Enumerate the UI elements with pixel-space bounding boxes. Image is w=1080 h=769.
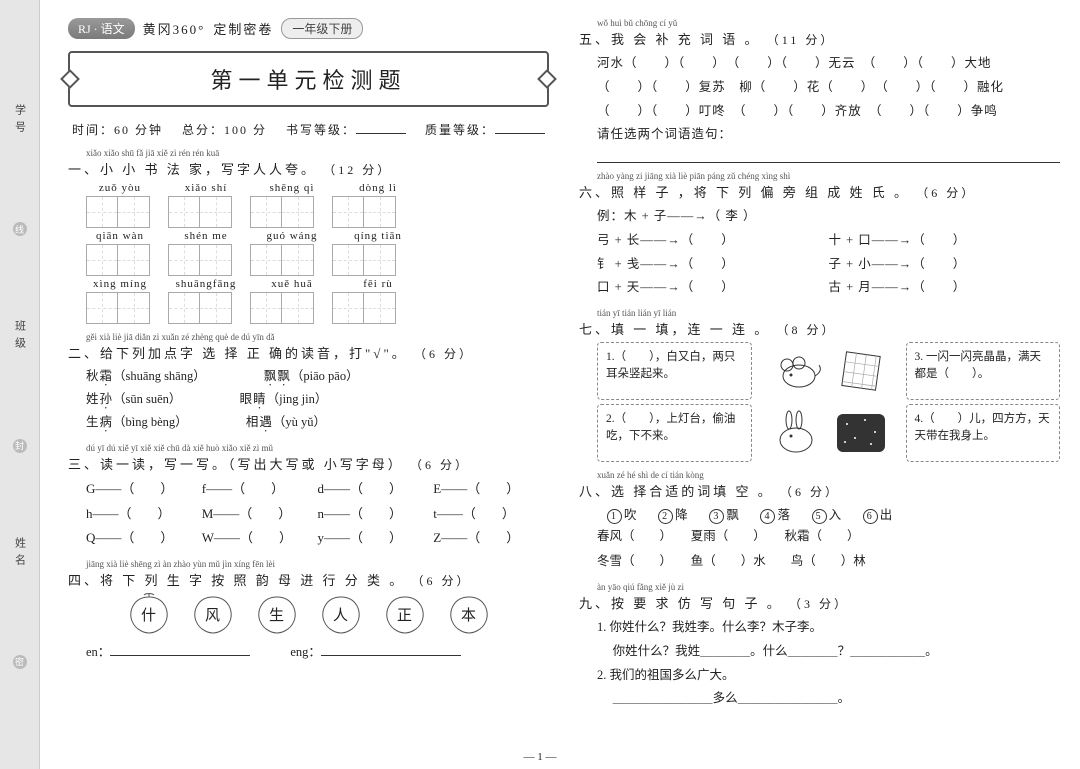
tab-dot-line: 线 <box>13 222 27 236</box>
binding-tab-column: 学号 线 班级 封 姓名 密 <box>0 0 40 769</box>
peach-row: 什 风 生 人 正 本 <box>68 593 549 635</box>
q7-cell-4[interactable]: 4.（ ）儿，四方方，天天带在我身上。 <box>906 404 1061 462</box>
q1-labels-1: zuǒ yòu xiǎo shí shēng qì dòng lì <box>86 182 549 194</box>
mouse-icon <box>769 344 823 398</box>
writing-label: 书写等级： <box>286 123 356 137</box>
q5-r1[interactable]: 河水（ ）（ ） （ ）（ ）无云 （ ）（ ）大地 <box>597 52 1060 76</box>
q9-body: 1. 你姓什么？我姓李。什么李？木子李。 你姓什么？我姓＿＿＿＿。什么＿＿＿＿？… <box>597 616 1060 711</box>
grade-pill: 一年级下册 <box>281 18 363 39</box>
meta-line: 时间：60 分钟 总分：100 分 书写等级： 质量等级： <box>68 121 549 138</box>
peach-2: 风 <box>188 593 238 635</box>
q3-pinyin: dú yī dú xiě yī xiě xiě chū dà xiě huò x… <box>86 443 549 453</box>
tab-name: 姓名 <box>10 529 30 579</box>
peach-4: 人 <box>316 593 366 635</box>
q6-pinyin: zhào yàng zi jiāng xià liè piān páng zǔ … <box>597 171 1060 181</box>
score-label: 总分：100 分 <box>182 123 267 137</box>
q5: wǒ huì bǔ chōng cí yǔ 五、我 会 补 充 词 语 。 （1… <box>579 18 1060 163</box>
q6-split: 弓 + 长——→（ ） 钅 + 戋——→（ ） 口 + 天——→（ ） 十 + … <box>597 229 1060 300</box>
q6-title: 六、照 样 子 ，将 下 列 偏 旁 组 成 姓 氏 。 （6 分） <box>579 182 1060 201</box>
peach-6: 本 <box>444 593 494 635</box>
q7-pinyin: tián yī tián lián yī lián <box>597 308 1060 318</box>
tab-dot-secret: 密 <box>13 655 27 669</box>
rabbit-icon <box>769 406 823 460</box>
q7-cell-2[interactable]: 2.（ ），上灯台，偷油吃，下不来。 <box>597 404 752 462</box>
quality-blank[interactable] <box>495 122 545 134</box>
q2-row-2: 姓孙（sūn suēn） 眼睛（jing jin） <box>86 389 549 412</box>
q5-pinyin: wǒ huì bǔ chōng cí yǔ <box>597 18 1060 28</box>
peach-3: 生 <box>252 593 302 635</box>
q7-row2: 2.（ ），上灯台，偷油吃，下不来。 4.（ ）儿，四方方，天天带在我身上。 <box>597 404 1060 462</box>
q9: àn yāo qiú fǎng xiě jù zi 九、按 要 求 仿 写 句 … <box>579 582 1060 711</box>
series-pill: RJ · 语文 <box>68 18 135 39</box>
page-body: RJ · 语文 黄冈360° 定制密卷 一年级下册 第一单元检测题 时间：60 … <box>40 0 1080 769</box>
q1-title: 一、小 小 书 法 家，写字人人夸。 （12 分） <box>68 159 549 178</box>
q4-pinyin: jiāng xià liè shēng zì àn zhào yùn mǔ jì… <box>86 559 549 569</box>
q1-labels-2: qiān wàn shén me guó wáng qíng tiān <box>86 230 549 242</box>
q6: zhào yàng zi jiāng xià liè piān páng zǔ … <box>579 171 1060 300</box>
page-number: — 1 — <box>524 751 557 763</box>
q3-letters: G——（ ） f——（ ） d——（ ） E——（ ） h——（ ） M——（ … <box>86 477 549 551</box>
q1: xiǎo xiǎo shū fǎ jiā xiě zì rén rén kuā … <box>68 148 549 324</box>
q7-images-bottom <box>764 404 894 462</box>
q2-title: 二、给下列加点字 选 择 正 确的读音，打"√"。 （6 分） <box>68 343 549 362</box>
q2-row-1: 秋霜（shuāng shāng） 飘飘（piāo pāo） <box>86 366 549 389</box>
q7: tián yī tián lián yī lián 七、填 一 填，连 一 连 … <box>579 308 1060 462</box>
eng-blank[interactable] <box>321 644 461 656</box>
q2: gěi xià liè jiā diǎn zì xuǎn zé zhèng qu… <box>68 332 549 435</box>
q2-row-3: 生病（bìng bèng） 相遇（yù yǔ） <box>86 412 549 435</box>
q5-title: 五、我 会 补 充 词 语 。 （11 分） <box>579 29 1060 48</box>
en-blank[interactable] <box>110 644 250 656</box>
peach-1: 什 <box>124 593 174 635</box>
q8-title: 八、选 择合适的词填 空 。 （6 分） <box>579 481 1060 500</box>
q8-r2[interactable]: 冬雪（ ） 鱼（ ）水 鸟（ ）林 <box>597 549 1060 574</box>
star-sky-icon <box>834 406 888 460</box>
q1-grid-3 <box>86 292 549 324</box>
q4-title: 四、将 下 列 生 字 按 照 韵 母 进 行 分 类 。 （6 分） <box>68 570 549 589</box>
q3-title: 三、读一读，写一写。（写出大写或 小写字母） （6 分） <box>68 454 549 473</box>
q5-foot: 请任选两个词语造句： <box>597 123 1060 147</box>
left-column: RJ · 语文 黄冈360° 定制密卷 一年级下册 第一单元检测题 时间：60 … <box>68 18 549 759</box>
quality-label: 质量等级： <box>425 123 495 137</box>
q5-blank-line[interactable] <box>597 149 1060 163</box>
unit-title: 第一单元检测题 <box>68 51 549 107</box>
q7-row1: 1.（ ），白又白，两只耳朵竖起来。 3. 一闪一闪亮晶晶，满天都是（ ）。 <box>597 342 1060 400</box>
writing-blank[interactable] <box>356 122 406 134</box>
q8: xuǎn zé hé shì de cí tián kòng 八、选 择合适的词… <box>579 470 1060 574</box>
q9-pinyin: àn yāo qiú fǎng xiě jù zi <box>597 582 1060 592</box>
time-label: 时间：60 分钟 <box>72 123 163 137</box>
q8-pinyin: xuǎn zé hé shì de cí tián kòng <box>597 470 1060 480</box>
q4: jiāng xià liè shēng zì àn zhào yùn mǔ jì… <box>68 559 549 660</box>
tab-dot-seal: 封 <box>13 439 27 453</box>
tab-class: 班级 <box>10 312 30 362</box>
tab-student-id: 学号 <box>10 96 30 146</box>
q3: dú yī dú xiě yī xiě xiě chū dà xiě huò x… <box>68 443 549 551</box>
q7-cell-1[interactable]: 1.（ ），白又白，两只耳朵竖起来。 <box>597 342 752 400</box>
q8-options: 1吹 2降 3飘 4落 5入 6出 <box>607 504 1060 524</box>
peach-5: 正 <box>380 593 430 635</box>
q7-images-top <box>764 342 894 400</box>
handkerchief-icon <box>834 344 888 398</box>
right-column: wǒ huì bǔ chōng cí yǔ 五、我 会 补 充 词 语 。 （1… <box>579 18 1060 759</box>
q5-r2[interactable]: （ ）（ ）复苏 柳（ ）花（ ） （ ）（ ）融化 <box>597 76 1060 100</box>
q1-grid-2 <box>86 244 549 276</box>
q4-answers: en： eng： <box>86 641 549 660</box>
q8-r1[interactable]: 春风（ ） 夏雨（ ） 秋霜（ ） <box>597 524 1060 549</box>
header-row: RJ · 语文 黄冈360° 定制密卷 一年级下册 <box>68 18 549 39</box>
q7-cell-3[interactable]: 3. 一闪一闪亮晶晶，满天都是（ ）。 <box>906 342 1061 400</box>
q2-pinyin: gěi xià liè jiā diǎn zì xuǎn zé zhèng qu… <box>86 332 549 342</box>
source-text: 黄冈360° <box>143 19 206 38</box>
subtitle-text: 定制密卷 <box>213 19 273 38</box>
q1-grid-1 <box>86 196 549 228</box>
q6-example: 例：木 + 子——→（ 李 ） <box>597 205 1060 229</box>
q7-title: 七、填 一 填，连 一 连 。 （8 分） <box>579 319 1060 338</box>
q9-title: 九、按 要 求 仿 写 句 子 。 （3 分） <box>579 593 1060 612</box>
q1-labels-3: xìng míng shuāngfāng xuě huā fēi rù <box>86 278 549 290</box>
q5-r3[interactable]: （ ）（ ）叮咚 （ ）（ ）齐放 （ ）（ ）争鸣 <box>597 100 1060 124</box>
q1-pinyin: xiǎo xiǎo shū fǎ jiā xiě zì rén rén kuā <box>86 148 549 158</box>
